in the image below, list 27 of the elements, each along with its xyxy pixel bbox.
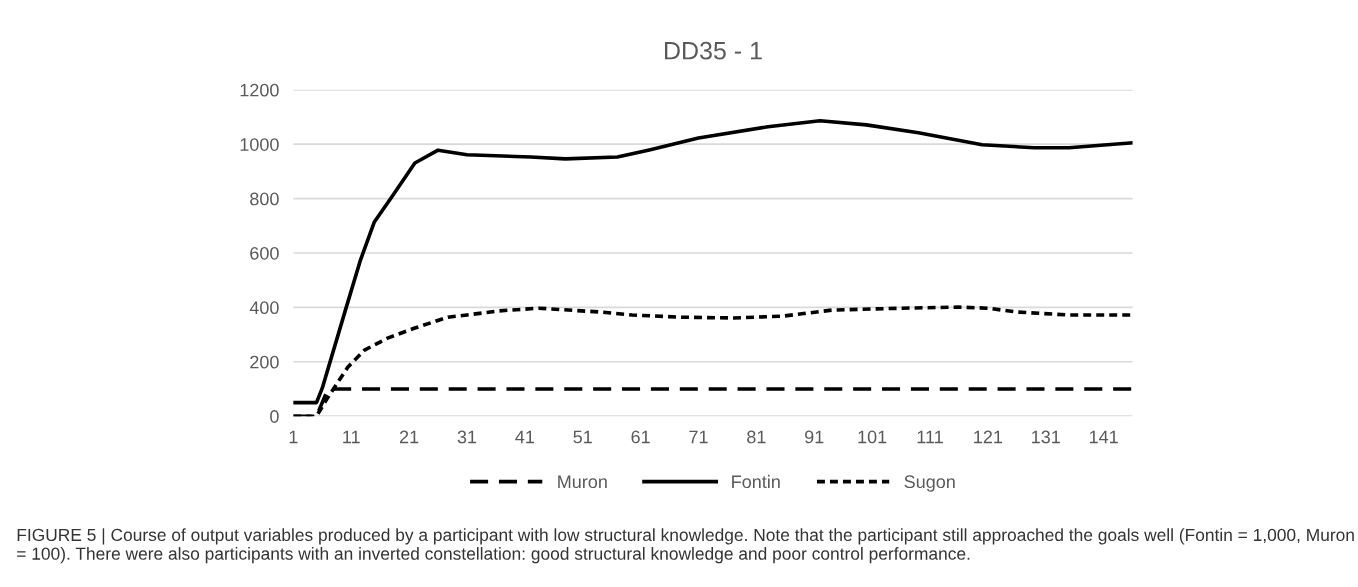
x-tick-label: 141 <box>1089 430 1118 444</box>
x-tick-label: 61 <box>631 430 650 444</box>
x-tick-label: 1 <box>289 430 298 444</box>
x-tick-label: 11 <box>343 430 360 444</box>
x-tick-label: 111 <box>917 430 943 444</box>
x-tick-label: 81 <box>747 430 766 444</box>
x-tick-label: 71 <box>689 430 708 444</box>
x-tick-label: 131 <box>1032 430 1060 444</box>
x-tick-label: 21 <box>399 430 419 444</box>
y-tick-label: 400 <box>249 301 279 315</box>
x-tick-label: 31 <box>457 430 477 444</box>
x-tick-label: 91 <box>805 430 824 444</box>
y-tick-label: 200 <box>250 355 279 369</box>
x-tick-label: 121 <box>974 430 1003 444</box>
x-tick-label: 41 <box>515 430 535 444</box>
y-tick-label: 0 <box>270 410 279 423</box>
legend-label: Muron <box>558 475 607 489</box>
legend-label: Sugon <box>904 475 955 492</box>
y-tick-label: 1200 <box>240 83 279 97</box>
y-tick-label: 600 <box>250 246 279 260</box>
y-tick-label: 800 <box>250 192 279 206</box>
caption: FIGURE 5 | Course of output variables produced by a participant with low structural knowledge. Note that the participant still approached the goals well (Fontin = 1,000, Muron = 100). There were also participants with an inverted constellation: good structural knowledge and poor control performance. <box>17 528 1354 564</box>
x-tick-label: 101 <box>858 430 887 444</box>
legend-label: Fontin <box>732 474 780 489</box>
x-tick-label: 51 <box>573 430 592 444</box>
chart-title: DD35 - 1 <box>664 41 762 60</box>
y-tick-label: 1000 <box>240 138 279 151</box>
